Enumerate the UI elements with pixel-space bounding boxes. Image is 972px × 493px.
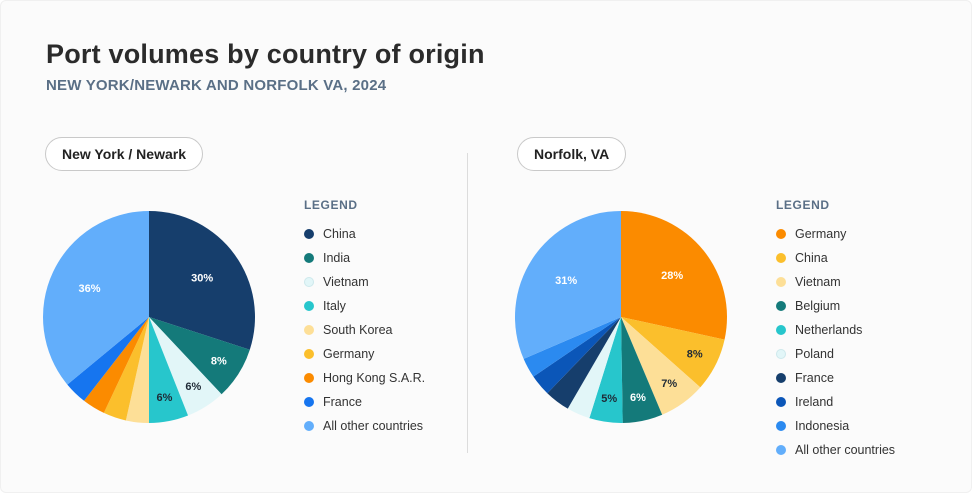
legend-item-netherlands: Netherlands bbox=[776, 318, 895, 342]
legend-swatch bbox=[304, 301, 314, 311]
legend-swatch bbox=[776, 277, 786, 287]
legend-item-france: France bbox=[304, 390, 425, 414]
legend-item-china: China bbox=[304, 222, 425, 246]
pie-slice-france bbox=[67, 317, 149, 401]
legend-label: All other countries bbox=[795, 443, 896, 457]
legend-swatch bbox=[304, 229, 314, 239]
legend-item-poland: Poland bbox=[776, 342, 895, 366]
legend-label: Germany bbox=[323, 347, 375, 361]
pie-slice-china bbox=[149, 211, 255, 350]
chart-title-norfolk: Norfolk, VA bbox=[517, 137, 627, 171]
legend-item-vietnam: Vietnam bbox=[776, 270, 895, 294]
legend-label: Poland bbox=[795, 347, 834, 361]
pie-label-china: 30% bbox=[191, 272, 213, 284]
legend-swatch bbox=[776, 445, 786, 455]
legend-item-hong-kong-s-a-r: Hong Kong S.A.R. bbox=[304, 366, 425, 390]
legend-swatch bbox=[776, 397, 786, 407]
legend-label: China bbox=[323, 227, 356, 241]
pie-slice-vietnam bbox=[621, 317, 701, 415]
legend-item-indonesia: Indonesia bbox=[776, 414, 895, 438]
pie-label-all-other-countries: 36% bbox=[78, 283, 100, 295]
pie-slice-netherlands bbox=[589, 317, 623, 424]
pie-label-vietnam: 7% bbox=[661, 378, 677, 390]
pie-slice-all-other-countries bbox=[43, 211, 149, 385]
legend-label: Belgium bbox=[795, 299, 841, 313]
legend-label: Vietnam bbox=[323, 275, 369, 289]
legend-label: All other countries bbox=[323, 419, 424, 433]
legend-swatch bbox=[776, 325, 786, 335]
pie-label-belgium: 6% bbox=[630, 392, 646, 404]
legend-label: China bbox=[795, 251, 828, 265]
legend-item-all-other-countries: All other countries bbox=[304, 414, 425, 438]
pie-label-all-other-countries: 31% bbox=[555, 275, 577, 287]
section-divider bbox=[467, 153, 468, 453]
pie-slice-italy bbox=[149, 317, 189, 423]
legend-label: Italy bbox=[323, 299, 346, 313]
pie-slice-germany bbox=[621, 211, 727, 340]
pie-label-china: 8% bbox=[687, 349, 703, 361]
legend-label: Indonesia bbox=[795, 419, 850, 433]
pie-slice-belgium bbox=[621, 317, 663, 423]
legend-swatch bbox=[776, 421, 786, 431]
legend-swatch bbox=[304, 277, 314, 287]
pie-slice-china bbox=[621, 317, 725, 388]
pie-slice-germany bbox=[103, 317, 149, 421]
pie-slice-india bbox=[149, 317, 250, 395]
legend-swatch bbox=[776, 349, 786, 359]
legend-title: LEGEND bbox=[776, 198, 830, 212]
legend-label: Hong Kong S.A.R. bbox=[323, 371, 426, 385]
legend-swatch bbox=[776, 301, 786, 311]
legend-label: Vietnam bbox=[795, 275, 841, 289]
pie-slice-vietnam bbox=[149, 317, 222, 416]
legend-item-vietnam: Vietnam bbox=[304, 270, 425, 294]
chart-title-new-york-newark: New York / Newark bbox=[45, 137, 203, 171]
pie-chart-norfolk: 28% 8% 7% 6% 5% 31% bbox=[514, 211, 727, 424]
legend-label: Germany bbox=[795, 227, 847, 241]
legend-swatch bbox=[304, 325, 314, 335]
pie-label-vietnam: 6% bbox=[185, 381, 201, 393]
legend-label: France bbox=[795, 371, 834, 385]
legend-item-india: India bbox=[304, 246, 425, 270]
pie-slice-france bbox=[547, 317, 621, 409]
legend-swatch bbox=[304, 253, 314, 263]
legend-label: France bbox=[323, 395, 362, 409]
pie-label-italy: 6% bbox=[157, 392, 173, 404]
pie-slice-hong-kong-s-a-r bbox=[84, 317, 149, 413]
pie-slice-indonesia bbox=[523, 317, 621, 377]
legend-swatch bbox=[304, 397, 314, 407]
legend-item-belgium: Belgium bbox=[776, 294, 895, 318]
pie-label-germany: 28% bbox=[661, 270, 683, 282]
legend-label: South Korea bbox=[323, 323, 393, 337]
legend-swatch bbox=[776, 373, 786, 383]
legend-item-all-other-countries: All other countries bbox=[776, 438, 895, 462]
legend-item-germany: Germany bbox=[776, 222, 895, 246]
pie-slice-ireland bbox=[533, 317, 621, 394]
pie-label-india: 8% bbox=[211, 355, 227, 367]
legend-item-italy: Italy bbox=[304, 294, 425, 318]
page-subtitle: NEW YORK/NEWARK AND NORFOLK VA, 2024 bbox=[46, 77, 387, 94]
legend-label: India bbox=[323, 251, 351, 265]
legend-label: Netherlands bbox=[795, 323, 863, 337]
legend-label: Ireland bbox=[795, 395, 834, 409]
pie-slice-all-other-countries bbox=[514, 211, 621, 359]
legend-item-south-korea: South Korea bbox=[304, 318, 425, 342]
legend-item-germany: Germany bbox=[304, 342, 425, 366]
legend-title: LEGEND bbox=[304, 198, 358, 212]
legend-item-france: France bbox=[776, 366, 895, 390]
legend-swatch bbox=[304, 421, 314, 431]
legend-swatch bbox=[776, 253, 786, 263]
page-title: Port volumes by country of origin bbox=[46, 39, 485, 69]
pie-chart-new-york-newark: 30% 8% 6% 6% 36% bbox=[43, 211, 255, 423]
legend-norfolk: LEGEND Germany China Vietnam Belgium Netherl… bbox=[776, 198, 895, 462]
pie-label-netherlands: 5% bbox=[601, 393, 617, 405]
legend-swatch bbox=[304, 373, 314, 383]
legend-item-ireland: Ireland bbox=[776, 390, 895, 414]
legend-new-york-newark: LEGEND China India Vietnam Italy South Korea… bbox=[304, 198, 425, 438]
legend-swatch bbox=[776, 229, 786, 239]
legend-item-china: China bbox=[776, 246, 895, 270]
pie-slice-south-korea bbox=[125, 317, 149, 423]
legend-swatch bbox=[304, 349, 314, 359]
pie-slice-poland bbox=[567, 317, 621, 419]
